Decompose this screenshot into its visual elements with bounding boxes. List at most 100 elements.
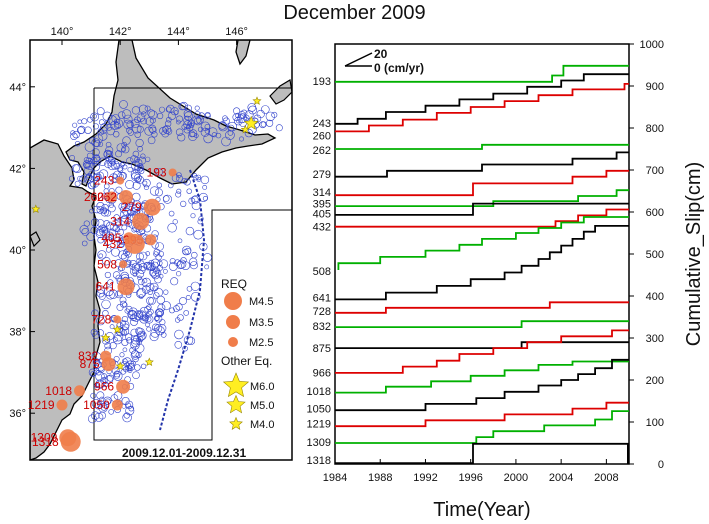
background-event	[168, 262, 178, 271]
background-event	[113, 355, 120, 362]
background-event	[98, 141, 104, 147]
background-event	[92, 154, 101, 162]
background-event	[100, 377, 108, 385]
background-event	[162, 195, 170, 202]
background-event	[104, 286, 114, 297]
background-event	[130, 328, 139, 337]
background-event	[159, 259, 169, 269]
background-event	[144, 105, 151, 112]
background-event	[96, 316, 105, 326]
background-event	[79, 175, 87, 183]
slip-x-tick-label: 2000	[504, 472, 528, 484]
series-label-405: 405	[313, 209, 331, 221]
series-line-314	[335, 169, 629, 197]
background-event	[115, 274, 123, 282]
repeater-label-405: 405	[101, 231, 121, 245]
background-event	[172, 219, 178, 225]
background-event	[105, 141, 112, 148]
background-event	[130, 160, 141, 170]
background-event	[90, 371, 96, 377]
background-event	[108, 289, 118, 299]
background-event	[129, 266, 139, 276]
background-event	[247, 103, 257, 112]
background-event	[130, 350, 140, 360]
background-event	[95, 379, 105, 388]
background-event	[175, 191, 182, 198]
background-event	[72, 130, 80, 139]
series-line-1219	[335, 401, 629, 428]
background-event	[90, 112, 99, 122]
background-event	[176, 271, 182, 277]
background-event	[179, 101, 188, 111]
background-event	[104, 119, 110, 125]
background-event	[126, 127, 133, 134]
background-event	[96, 219, 105, 227]
date-range-label: 2009.12.01-2009.12.31	[122, 446, 246, 460]
kuril-land	[235, 40, 251, 66]
slip-y-tick-label: 700	[646, 165, 664, 177]
star-m50-icon	[226, 394, 246, 414]
background-event	[104, 209, 111, 217]
repeater-966	[116, 379, 131, 394]
background-event	[123, 412, 130, 419]
series-label-243: 243	[313, 118, 331, 130]
background-event	[149, 126, 157, 134]
slip-x-tick-label: 1996	[458, 472, 482, 484]
legend-req-m35-label: M3.5	[249, 317, 273, 329]
background-event	[118, 241, 125, 248]
background-event	[96, 391, 105, 400]
slip-x-tick-label: 1988	[368, 472, 392, 484]
series-label-314: 314	[313, 187, 331, 199]
background-event	[96, 202, 105, 211]
background-event	[162, 268, 168, 274]
background-event	[175, 128, 184, 136]
map-x-tick-label: 146°	[225, 26, 248, 38]
background-event	[122, 412, 132, 423]
scale-slope-line	[344, 52, 373, 67]
background-event	[115, 150, 123, 158]
background-event	[175, 317, 181, 323]
background-event	[90, 218, 100, 227]
background-event	[151, 131, 158, 138]
background-event	[182, 249, 189, 256]
repeater-label-1018: 1018	[45, 384, 72, 398]
repeater-875	[101, 357, 116, 372]
slip-y-tick-label: 600	[646, 207, 664, 219]
background-event	[227, 124, 235, 132]
background-event	[137, 275, 142, 281]
background-event	[275, 124, 283, 132]
background-event	[136, 252, 144, 261]
background-event	[134, 156, 140, 163]
slip-y-tick-label: 400	[646, 291, 664, 303]
background-event	[128, 310, 134, 316]
background-event	[96, 107, 105, 116]
slip-x-tick-label: 1992	[413, 472, 437, 484]
background-event	[211, 132, 217, 138]
background-event	[131, 350, 139, 358]
trench-line	[93, 87, 292, 441]
slip-y-tick-label: 200	[646, 375, 664, 387]
background-event	[146, 326, 152, 332]
background-event	[90, 226, 99, 235]
series-line-875	[335, 341, 629, 349]
background-event	[120, 210, 129, 219]
background-event	[106, 221, 114, 230]
background-event	[122, 302, 128, 308]
background-event	[183, 111, 193, 121]
slip-series	[335, 64, 629, 464]
background-event	[136, 288, 147, 298]
star-m40-icon	[229, 416, 243, 430]
other-eq-star-icon	[243, 115, 259, 130]
background-event	[131, 106, 140, 115]
background-event	[118, 238, 125, 245]
series-line-279	[335, 151, 629, 178]
trench-axis	[159, 169, 206, 431]
background-event	[92, 114, 97, 119]
background-event	[170, 107, 179, 116]
repeater-label-193: 193	[147, 166, 167, 180]
background-event	[109, 342, 117, 350]
repeater-314	[132, 212, 150, 230]
repeater-label-1318: 1318	[32, 435, 59, 449]
background-event	[118, 250, 128, 260]
